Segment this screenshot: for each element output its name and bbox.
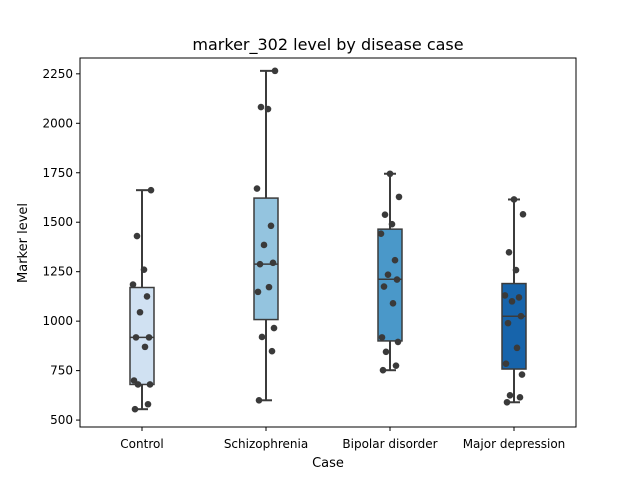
data-point [513,344,521,352]
data-point [133,232,141,240]
data-point [512,266,520,274]
data-point [384,271,392,278]
data-point [503,398,511,406]
data-point [146,381,154,388]
y-tick-label: 1250 [42,265,73,279]
data-point [267,222,275,230]
data-point [519,211,527,218]
x-tick-label: Bipolar disorder [342,437,437,451]
data-point [386,170,394,178]
y-axis-label: Marker level [16,203,31,283]
data-point [506,392,514,399]
y-tick-label: 1500 [42,215,73,229]
data-point [257,103,265,111]
box-iqr [253,197,279,321]
data-point [145,334,153,341]
box-group-schizophrenia [253,69,279,402]
data-point [260,241,268,249]
x-tick-label: Major depression [463,437,566,451]
data-point [147,186,155,194]
data-point [377,230,385,237]
y-axis: 500 750 1000 1250 1500 1750 2000 2250 [42,67,80,427]
data-point [392,362,400,369]
data-point [269,259,277,267]
data-point [501,292,509,299]
y-tick-label: 2000 [42,116,73,130]
data-point [379,366,387,374]
plot-area [129,67,527,413]
data-point [517,312,525,320]
data-point [508,298,516,305]
x-axis: Control Schizophrenia Bipolar disorder Majo… [120,427,565,451]
x-tick-label: Control [120,437,163,451]
plot-frame [79,57,577,428]
x-tick-label: Schizophrenia [224,437,308,451]
data-point [515,294,523,301]
data-point [129,281,137,288]
y-tick-label: 1000 [42,314,73,328]
data-point [388,220,396,228]
data-point [380,283,388,290]
data-point [255,396,263,404]
data-point [270,324,278,332]
data-point [505,248,513,256]
data-point [393,276,401,283]
data-point [382,348,390,356]
y-tick-label: 2250 [42,67,73,81]
data-point [144,400,152,408]
data-point [143,293,151,300]
chart-title: marker_302 level by disease case [192,35,463,55]
data-point [518,371,526,378]
box-group-control [129,189,155,411]
data-point [264,105,272,113]
data-point [265,283,273,291]
y-tick-label: 1750 [42,166,73,180]
data-point [254,288,262,296]
data-point [131,405,139,413]
data-point [258,333,266,341]
data-point [381,211,389,219]
y-tick-label: 750 [50,364,73,378]
x-axis-label: Case [312,456,344,471]
data-point [256,260,264,268]
data-point [504,319,512,327]
data-point [132,334,140,341]
data-point [268,347,276,355]
data-point [130,377,138,384]
data-point [140,266,148,274]
data-point [395,193,403,201]
data-point [141,343,149,351]
y-tick-label: 500 [50,413,73,427]
data-point [271,67,279,75]
data-point [394,338,402,346]
data-point [391,256,399,264]
data-point [389,300,397,307]
data-point [136,308,144,316]
data-point [253,185,261,192]
data-point [378,334,386,341]
data-point [502,360,510,367]
data-point [510,196,518,203]
data-point [516,394,524,401]
